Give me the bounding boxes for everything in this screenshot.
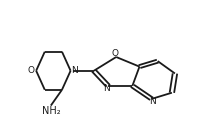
Text: N: N xyxy=(71,66,78,75)
Text: O: O xyxy=(111,50,118,58)
Text: N: N xyxy=(103,84,110,93)
Text: NH₂: NH₂ xyxy=(42,106,60,116)
Text: O: O xyxy=(28,66,35,75)
Text: N: N xyxy=(149,97,155,106)
